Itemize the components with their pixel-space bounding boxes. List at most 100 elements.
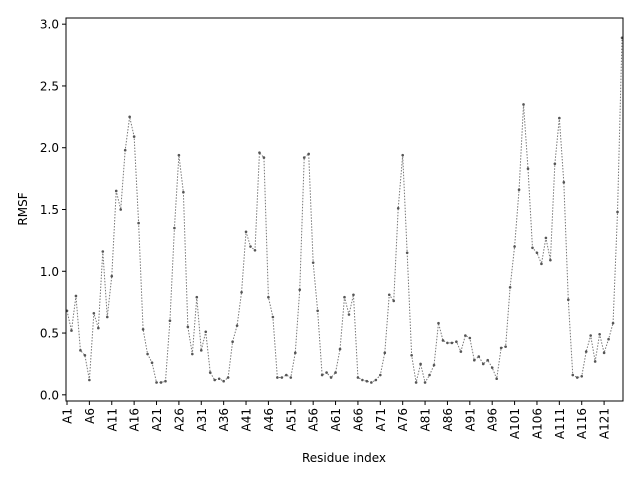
data-point [602, 351, 606, 355]
data-point [396, 206, 400, 210]
data-point [432, 363, 436, 367]
data-point [455, 340, 458, 344]
x-tick-label: A6 [83, 408, 97, 424]
data-point [473, 358, 476, 362]
data-point [182, 190, 185, 194]
plot-frame [65, 17, 624, 402]
data-point [566, 298, 570, 301]
data-point [97, 326, 100, 330]
data-point [289, 376, 293, 379]
y-tick-label: 0.0 [40, 388, 59, 402]
data-point [352, 293, 355, 297]
x-tick-label: A46 [262, 408, 276, 431]
data-point [441, 339, 445, 342]
x-tick-label: A101 [508, 408, 522, 439]
data-point [262, 156, 266, 159]
data-point [271, 315, 275, 319]
data-point [70, 329, 73, 332]
data-point [105, 315, 109, 319]
x-tick-label: A26 [172, 408, 186, 431]
y-tick-label: 1.5 [40, 203, 59, 217]
data-point [589, 334, 592, 337]
data-point [481, 362, 485, 366]
data-point [231, 340, 234, 344]
data-point [208, 371, 212, 374]
data-point [580, 374, 584, 378]
y-axis: 0.0 0.5 1.0 1.5 2.0 2.5 3.0 [40, 18, 66, 402]
data-point [226, 376, 230, 379]
data-point [320, 373, 324, 377]
data-point [155, 381, 158, 384]
data-point [562, 181, 566, 184]
data-point [405, 251, 409, 255]
data-point [584, 350, 588, 353]
data-point [244, 230, 248, 234]
data-point [302, 156, 306, 159]
data-point [450, 341, 454, 345]
data-point [249, 245, 252, 248]
data-point [468, 336, 472, 340]
data-point [419, 362, 422, 366]
data-point [92, 311, 96, 315]
data-point [504, 345, 507, 348]
data-point [549, 258, 552, 262]
y-tick-label: 0.5 [40, 327, 59, 341]
data-point [526, 167, 530, 171]
data-point [293, 351, 297, 355]
data-point [258, 151, 261, 154]
x-tick-label: A21 [150, 408, 164, 431]
data-point [146, 352, 149, 356]
data-point [316, 309, 319, 313]
x-tick-label: A41 [240, 408, 254, 431]
data-point [285, 373, 288, 377]
data-point [164, 379, 167, 383]
x-tick-label: A86 [441, 408, 455, 431]
y-tick-label: 2.5 [40, 79, 59, 93]
data-point [311, 261, 315, 264]
data-point [186, 325, 190, 329]
data-point [513, 245, 516, 248]
data-point [137, 221, 140, 225]
data-point [347, 313, 351, 316]
data-point [414, 381, 418, 384]
data-point [195, 295, 199, 299]
x-tick-label: A16 [128, 408, 142, 431]
data-point [329, 376, 333, 379]
x-tick-label: A31 [195, 408, 209, 431]
x-tick-label: A11 [105, 408, 119, 431]
data-point [598, 332, 601, 336]
data-point [240, 290, 243, 294]
y-tick-label: 2.0 [40, 141, 59, 155]
x-axis: A1 A6 A11 A16 A21 A26 A31 A36 A41 A46 A51 A56 A61 A66… [61, 401, 612, 439]
data-point [477, 355, 481, 358]
data-point [276, 376, 279, 379]
data-point [531, 246, 534, 250]
data-point [508, 286, 512, 289]
x-tick-label: A96 [486, 408, 500, 431]
x-tick-label: A36 [217, 408, 231, 431]
data-point [401, 153, 404, 157]
data-point [553, 162, 557, 166]
data-point [325, 371, 328, 374]
data-point [101, 250, 105, 253]
data-point [173, 226, 176, 230]
data-point [191, 352, 194, 356]
data-point [267, 295, 270, 299]
data-point [499, 346, 503, 350]
y-tick-label: 3.0 [40, 18, 59, 32]
data-point [540, 262, 543, 266]
data-point [213, 378, 216, 382]
data-point [365, 379, 369, 383]
data-point [383, 351, 387, 355]
data-point [114, 189, 118, 193]
data-point [280, 376, 284, 379]
data-point [110, 274, 114, 278]
data-point [343, 295, 346, 299]
data-point [495, 377, 498, 381]
data-point [74, 294, 78, 298]
data-point [307, 152, 310, 156]
data-point [593, 360, 597, 363]
x-tick-label: A61 [329, 408, 343, 431]
data-point [544, 236, 548, 240]
